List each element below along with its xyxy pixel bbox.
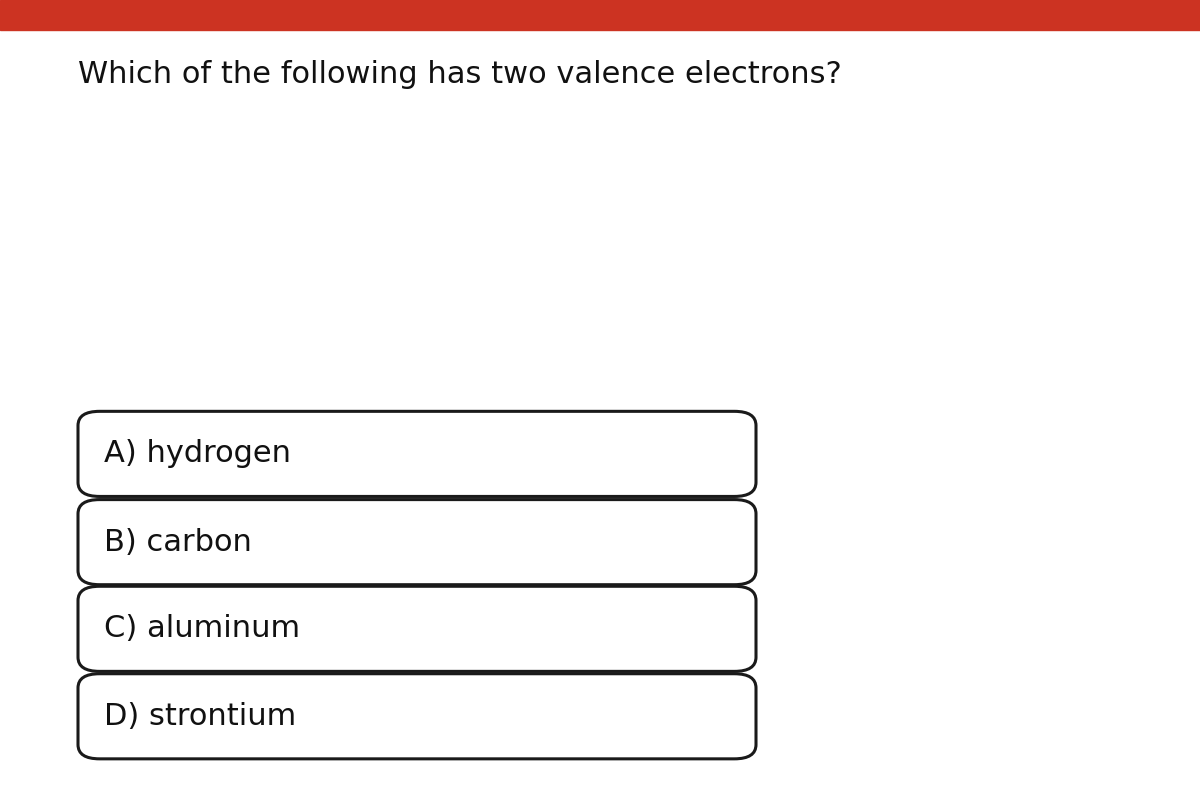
Text: A) hydrogen: A) hydrogen <box>104 440 292 468</box>
Text: C) aluminum: C) aluminum <box>104 615 300 643</box>
FancyBboxPatch shape <box>78 674 756 759</box>
FancyBboxPatch shape <box>78 586 756 671</box>
FancyBboxPatch shape <box>78 500 756 585</box>
FancyBboxPatch shape <box>78 411 756 496</box>
Text: B) carbon: B) carbon <box>104 528 252 556</box>
Text: D) strontium: D) strontium <box>104 702 296 730</box>
Text: Which of the following has two valence electrons?: Which of the following has two valence e… <box>78 61 841 89</box>
Bar <box>0 0 1200 30</box>
